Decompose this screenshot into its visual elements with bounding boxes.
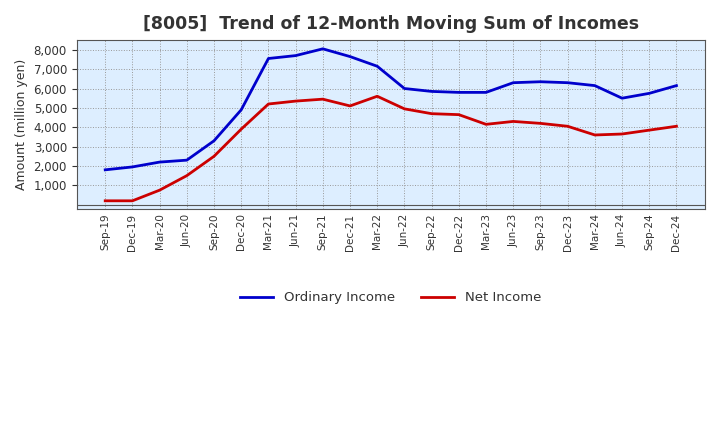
Line: Ordinary Income: Ordinary Income [105,49,676,170]
Ordinary Income [292,53,300,58]
Net Income [454,112,463,117]
Ordinary Income [264,56,273,61]
Net Income [292,99,300,104]
Net Income [427,111,436,116]
Net Income [346,103,354,109]
Net Income [101,198,109,203]
Net Income [672,124,680,129]
Ordinary Income [318,46,327,51]
Net Income [210,154,218,159]
Ordinary Income [454,90,463,95]
Net Income [536,121,545,126]
Net Income [618,132,626,137]
Ordinary Income [400,86,409,91]
Ordinary Income [210,138,218,143]
Net Income [509,119,518,124]
Net Income [645,128,654,133]
Ordinary Income [618,95,626,101]
Ordinary Income [346,54,354,59]
Ordinary Income [427,89,436,94]
Ordinary Income [156,159,164,165]
Legend: Ordinary Income, Net Income: Ordinary Income, Net Income [235,286,546,309]
Ordinary Income [509,80,518,85]
Net Income [590,132,599,138]
Y-axis label: Amount (million yen): Amount (million yen) [15,59,28,190]
Net Income [237,127,246,132]
Net Income [373,94,382,99]
Net Income [182,173,191,178]
Net Income [318,96,327,102]
Net Income [128,198,137,203]
Title: [8005]  Trend of 12-Month Moving Sum of Incomes: [8005] Trend of 12-Month Moving Sum of I… [143,15,639,33]
Ordinary Income [672,83,680,88]
Net Income [264,101,273,106]
Line: Net Income: Net Income [105,96,676,201]
Ordinary Income [101,167,109,172]
Ordinary Income [373,64,382,69]
Ordinary Income [536,79,545,84]
Ordinary Income [182,158,191,163]
Net Income [156,187,164,193]
Net Income [400,106,409,111]
Ordinary Income [645,91,654,96]
Ordinary Income [237,107,246,113]
Net Income [482,122,490,127]
Ordinary Income [563,80,572,85]
Ordinary Income [590,83,599,88]
Ordinary Income [128,164,137,169]
Ordinary Income [482,90,490,95]
Net Income [563,124,572,129]
